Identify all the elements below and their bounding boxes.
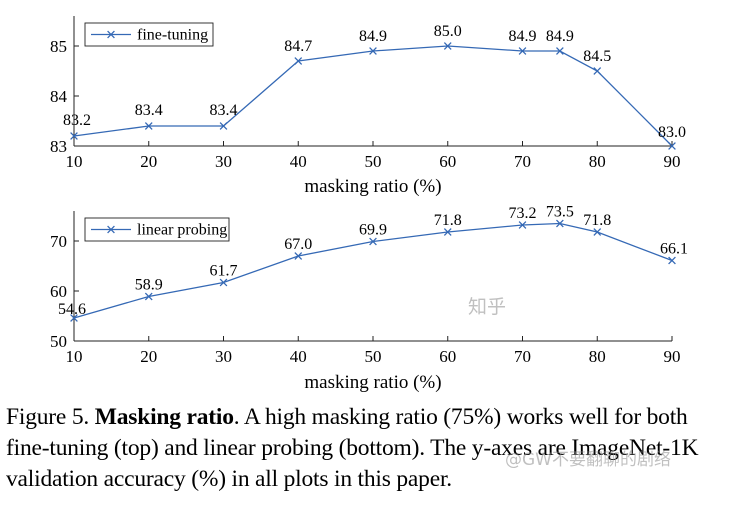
data-point-marker xyxy=(593,67,602,75)
y-tick-label: 50 xyxy=(50,332,67,351)
data-point-marker xyxy=(593,228,602,236)
figure-5-charts: 10 20 30 40 50 60 70 80 90 83 84 85 masking ratio (%… xyxy=(50,16,688,394)
chart-bottom: 10 20 30 40 50 60 70 80 90 50 60 70 masking ratio (%… xyxy=(50,204,688,394)
data-label: 71.8 xyxy=(434,212,462,229)
data-label: 84.9 xyxy=(546,28,574,45)
chart-top: 10 20 30 40 50 60 70 80 90 83 84 85 masking ratio (%… xyxy=(50,16,686,197)
caption-text: . A high masking ratio (75%) works well … xyxy=(6,404,699,492)
watermark-site: 知乎 xyxy=(468,296,507,318)
data-label: 83.4 xyxy=(135,102,163,119)
legend-label: linear probing xyxy=(137,222,227,239)
watermark-author: @GW不要翻聊的剧络 xyxy=(505,450,671,470)
data-point-marker xyxy=(668,142,676,150)
data-point-marker xyxy=(70,132,78,140)
data-point-marker xyxy=(556,47,564,55)
x-tick-label: 70 xyxy=(514,152,531,171)
data-point-marker xyxy=(219,122,228,130)
x-tick-label: 70 xyxy=(514,347,531,366)
x-tick-label: 30 xyxy=(215,347,232,366)
x-tick-label: 90 xyxy=(664,347,681,366)
data-label: 67.0 xyxy=(284,236,312,253)
x-tick-label: 50 xyxy=(365,347,382,366)
data-point-marker xyxy=(443,42,452,50)
data-point-marker xyxy=(668,256,676,265)
data-point-marker xyxy=(518,221,527,229)
data-label: 58.9 xyxy=(135,277,163,294)
legend-box xyxy=(84,22,214,47)
x-axis-title: masking ratio (%) xyxy=(304,176,441,197)
data-label: 69.9 xyxy=(359,222,387,239)
y-tick-label: 60 xyxy=(50,282,67,301)
y-tick-label: 84 xyxy=(50,87,68,106)
series-line-fine-tuning xyxy=(73,45,673,147)
legend-marker xyxy=(107,30,115,39)
data-label: 61.7 xyxy=(210,263,238,280)
y-tick-label: 83 xyxy=(50,137,67,156)
y-tick-label: 85 xyxy=(50,37,67,56)
x-tick-label: 90 xyxy=(664,152,681,171)
series-line-linear-probing xyxy=(73,222,673,319)
data-point-marker xyxy=(294,252,303,260)
data-label: 84.9 xyxy=(359,28,387,45)
data-label: 66.1 xyxy=(660,241,688,258)
x-tick-label: 50 xyxy=(365,152,382,171)
x-tick-label: 40 xyxy=(290,152,307,171)
data-point-marker xyxy=(443,228,452,236)
x-axis-title: masking ratio (%) xyxy=(304,372,441,393)
x-tick-label: 10 xyxy=(66,347,83,366)
x-tick-label: 80 xyxy=(589,347,606,366)
y-tick-label: 70 xyxy=(50,232,67,251)
data-label: 73.2 xyxy=(509,205,537,222)
x-tick-label: 60 xyxy=(439,347,456,366)
x-tick-label: 80 xyxy=(589,152,606,171)
x-tick-label: 60 xyxy=(439,152,456,171)
data-label: 54.6 xyxy=(58,301,86,318)
legend-box xyxy=(84,217,230,242)
legend-label: fine-tuning xyxy=(137,27,208,44)
legend-marker xyxy=(107,225,115,234)
data-point-marker xyxy=(369,47,377,55)
data-point-marker xyxy=(70,314,78,322)
data-label: 73.5 xyxy=(546,204,574,221)
figure-caption: Figure 5. Masking ratio. A high masking … xyxy=(6,402,730,495)
x-tick-label: 30 xyxy=(215,152,232,171)
data-point-marker xyxy=(294,57,303,65)
x-tick-label: 40 xyxy=(290,347,307,366)
data-label: 84.7 xyxy=(284,38,312,55)
x-tick-label: 20 xyxy=(140,347,157,366)
data-label: 83.2 xyxy=(63,112,91,129)
data-point-marker xyxy=(144,292,153,301)
data-label: 84.5 xyxy=(583,48,611,65)
x-tick-label: 10 xyxy=(66,152,83,171)
caption-prefix: Figure 5. xyxy=(6,404,95,430)
data-point-marker xyxy=(219,278,228,287)
data-label: 83.0 xyxy=(658,124,686,141)
data-label: 85.0 xyxy=(434,23,462,40)
data-point-marker xyxy=(144,122,153,130)
data-label: 84.9 xyxy=(509,28,537,45)
caption-bold-title: Masking ratio xyxy=(94,404,234,430)
data-label: 83.4 xyxy=(210,102,238,119)
data-label: 71.8 xyxy=(583,212,611,229)
data-point-marker xyxy=(518,47,527,55)
data-point-marker xyxy=(556,219,564,228)
x-tick-label: 20 xyxy=(140,152,157,171)
data-point-marker xyxy=(369,237,377,246)
